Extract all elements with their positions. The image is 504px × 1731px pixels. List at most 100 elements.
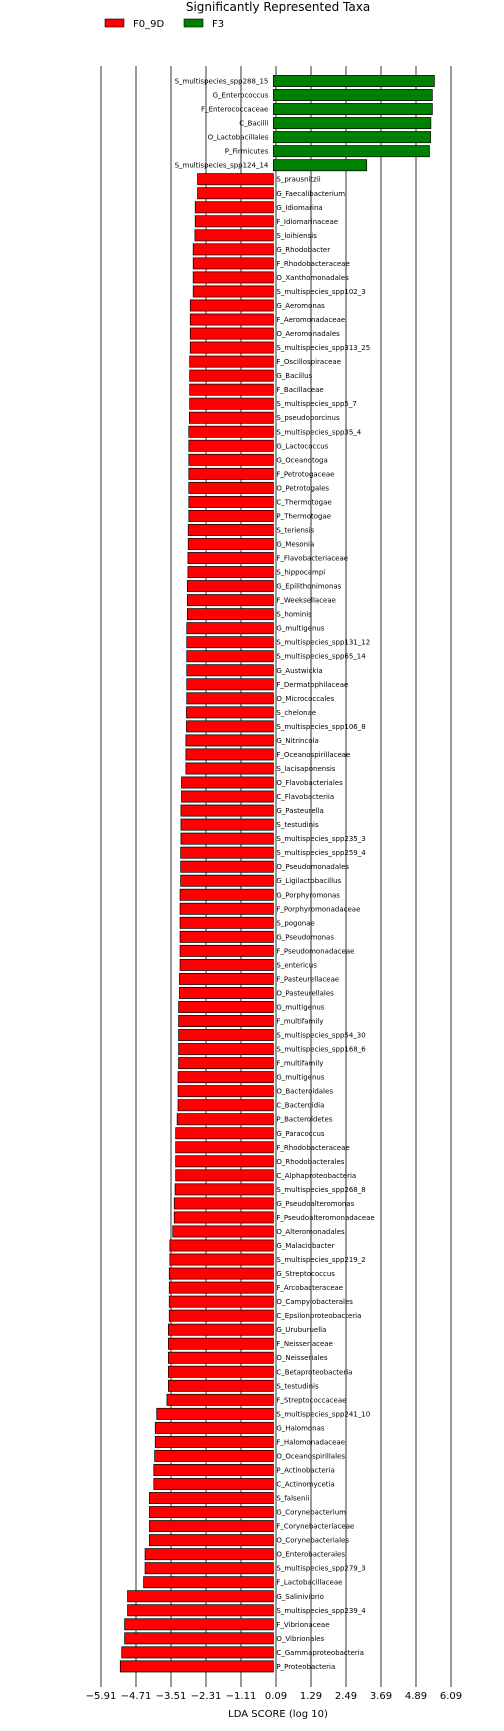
bar	[188, 495, 274, 508]
bar-label: O_Bacteroidales	[276, 1088, 333, 1096]
bar	[192, 285, 274, 298]
bar	[189, 341, 274, 354]
bar-label: C_Thermotogae	[276, 498, 331, 506]
bar-label: F_Bacillaceae	[276, 386, 323, 394]
bar	[168, 1281, 274, 1294]
bar-label: S_chelonae	[276, 709, 316, 717]
bar	[179, 944, 274, 957]
bar-label: S_multispecies_spp124_14	[175, 162, 269, 170]
bar-label: G_Streptococcus	[276, 1270, 335, 1278]
x-tick-label: 6.09	[440, 1691, 462, 1702]
bar	[186, 664, 274, 677]
bar-label: O_Petrotogales	[276, 484, 329, 492]
bar-label: F_Corynebacteriaceae	[276, 1523, 354, 1531]
bar	[189, 397, 274, 410]
bar-label: F_Pasteurellaceae	[276, 975, 339, 983]
bar	[153, 1478, 274, 1490]
bar-label: F_Porphyromonadaceae	[276, 905, 360, 913]
bar-label: O_Flavobacteriales	[276, 779, 343, 787]
bar	[179, 888, 274, 901]
bar-label: G_Porphyromonas	[276, 891, 340, 899]
bar	[124, 1618, 274, 1631]
bar-label: S_multispecies_spp241_10	[276, 1410, 370, 1418]
bar	[273, 103, 433, 116]
bar-label: F_Petrotogaceae	[276, 470, 334, 478]
bar	[149, 1520, 274, 1533]
bar-label: G_Pseudomonas	[276, 933, 334, 941]
bar	[186, 706, 274, 719]
bar	[180, 804, 274, 817]
bar	[187, 552, 274, 564]
bar	[185, 734, 274, 747]
x-tick-label: −5.91	[86, 1691, 117, 1702]
bar	[189, 299, 274, 312]
bar	[194, 229, 274, 242]
bar	[273, 145, 430, 158]
bar-label: S_pogonae	[276, 919, 314, 927]
bar	[127, 1590, 274, 1603]
bar	[187, 566, 274, 579]
bar	[176, 1113, 274, 1126]
bar	[173, 1197, 274, 1210]
bar	[189, 383, 274, 396]
bar	[127, 1604, 274, 1617]
bar-label: S_multispecies_spp106_8	[276, 723, 365, 731]
bar	[168, 1309, 274, 1322]
bar	[273, 131, 431, 144]
bar	[192, 243, 274, 256]
bar	[172, 1225, 274, 1238]
bar	[186, 650, 274, 663]
bar-label: S_hominis	[276, 611, 312, 619]
bar	[180, 818, 274, 831]
bar	[188, 481, 274, 494]
x-tick-label: −4.71	[121, 1691, 152, 1702]
bar	[179, 930, 274, 943]
bar-label: G_Salinivibrio	[276, 1593, 324, 1601]
bar-label: O_Pseudomonadales	[276, 863, 349, 871]
bar-label: S_multispecies_spp168_6	[276, 1046, 366, 1054]
bar-label: O_Oceanospirillales	[276, 1452, 345, 1460]
bar-label: S_loihiensis	[276, 232, 317, 240]
bar-label: S_multispecies_spp313_25	[276, 344, 370, 352]
bar-label: S_falsenii	[276, 1495, 309, 1503]
bar	[153, 1464, 274, 1476]
bar-label: F_Weeksellaceae	[276, 597, 336, 605]
bar	[186, 636, 274, 649]
bar	[189, 369, 274, 382]
bar-label: O_Micrococcales	[276, 695, 334, 703]
bar	[188, 439, 274, 452]
bar-label: G_multigenus	[276, 1003, 324, 1011]
bar-label: G_multigenus	[276, 1074, 324, 1082]
bar-label: F_Aeromonadaceae	[276, 316, 345, 324]
bar	[173, 1211, 274, 1224]
bar-label: O_Vibrionales	[276, 1635, 324, 1643]
legend-label-f3: F3	[212, 19, 224, 30]
bar-label: G_Faecalibacterium	[276, 190, 345, 198]
bar-label: F_Oscillospiraceae	[276, 358, 341, 366]
legend-label-f0-9d: F0_9D	[133, 19, 164, 30]
bar-label: S_teriensis	[276, 526, 314, 534]
bar	[181, 790, 274, 803]
x-tick-label: 3.69	[370, 1691, 392, 1702]
bar-label: P_Proteobacteria	[276, 1663, 335, 1671]
bar-label: O_Rhodobacterales	[276, 1158, 344, 1166]
bar	[177, 1085, 274, 1098]
bar-label: C_Gammaproteobacteria	[276, 1649, 364, 1657]
bar-label: F_Lactobacillaceae	[276, 1579, 342, 1587]
bar-label: S_multispecies_spp131_12	[276, 639, 370, 647]
bar	[119, 1660, 274, 1673]
bar-label: S_pseudoporcinus	[276, 414, 340, 422]
bar	[178, 1029, 274, 1042]
bar-label: G_Lactococcus	[276, 442, 328, 450]
bar-label: G_Idiomarina	[276, 204, 322, 212]
bar-label: G_Oceanotoga	[276, 456, 327, 464]
bar	[175, 1141, 274, 1154]
bar-label: S_multispecies_spp235_3	[276, 835, 365, 843]
bar-label: G_Ligilactobacillus	[276, 877, 341, 885]
bar	[186, 580, 274, 593]
bar	[179, 987, 274, 999]
bar	[197, 173, 274, 186]
bar-label: S_multispecies_spp288_15	[175, 78, 269, 86]
bar	[169, 1239, 274, 1252]
